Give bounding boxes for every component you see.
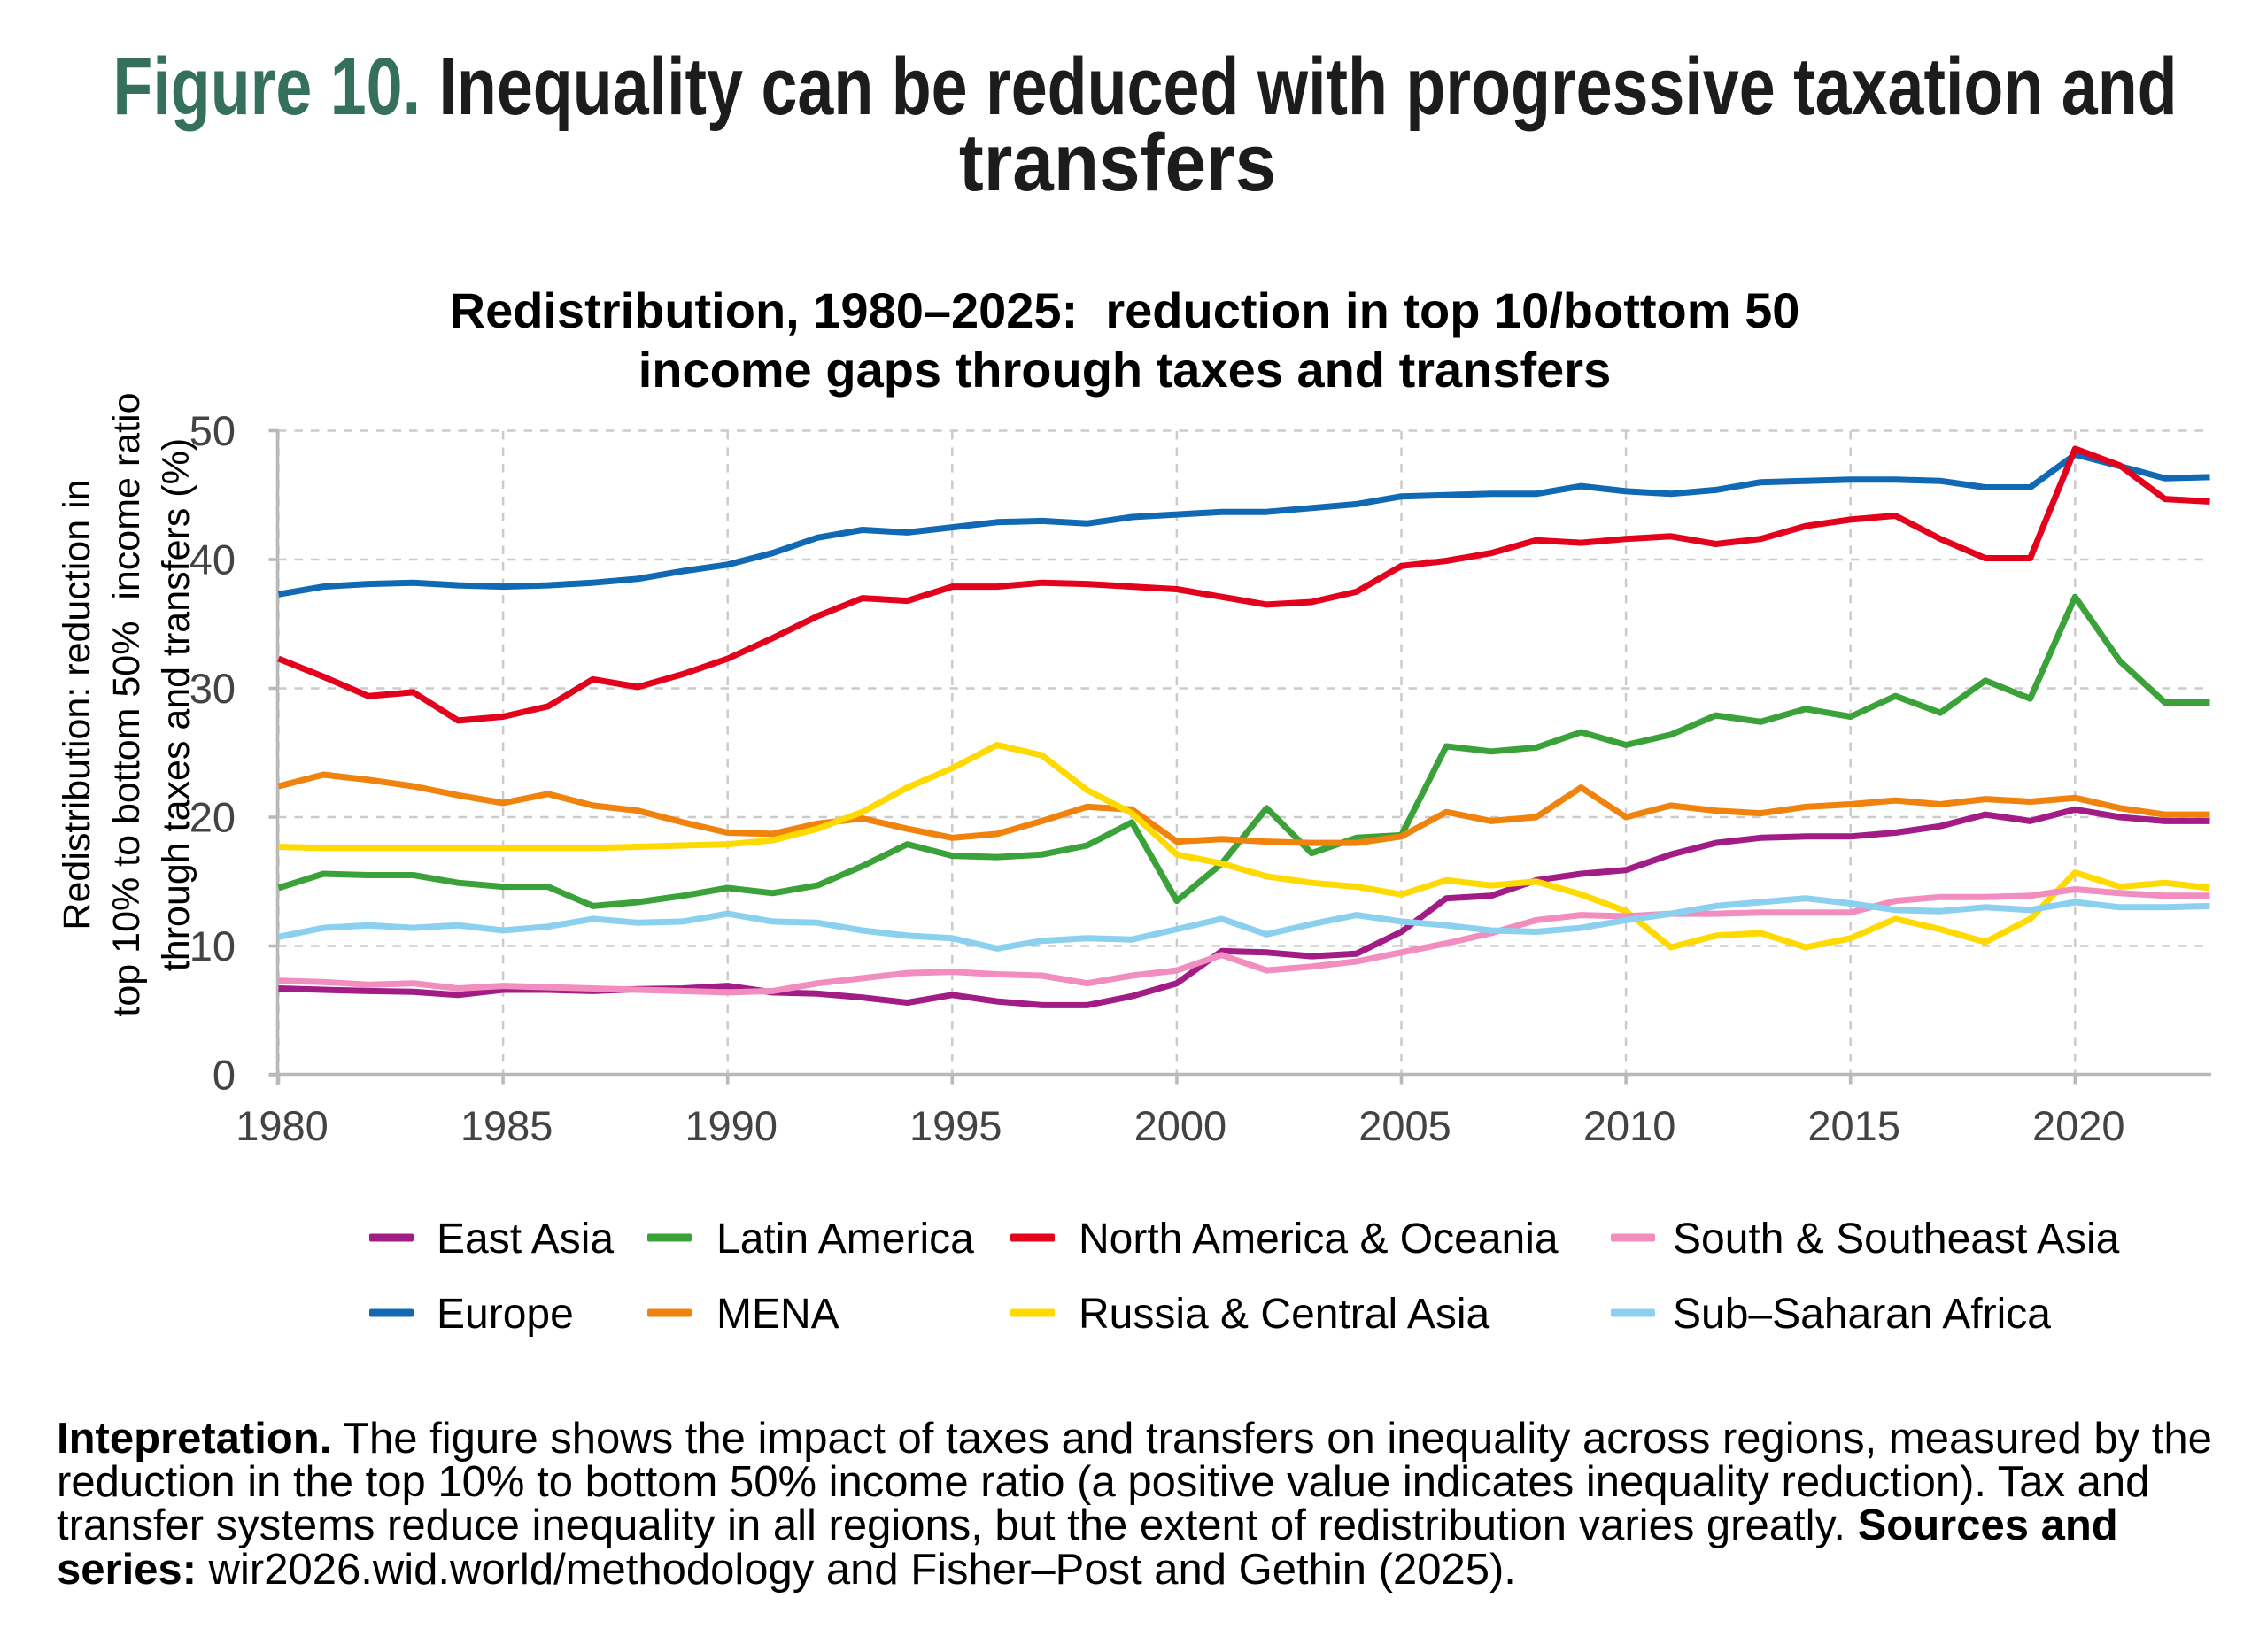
svg-text:2015: 2015 [1807,1102,1900,1149]
svg-text:2005: 2005 [1358,1102,1451,1149]
svg-text:2020: 2020 [2032,1102,2125,1149]
svg-text:East Asia: East Asia [437,1216,614,1262]
svg-text:0: 0 [213,1052,236,1099]
svg-text:1995: 1995 [909,1102,1002,1149]
svg-text:1990: 1990 [685,1102,778,1149]
svg-text:40: 40 [190,537,236,583]
svg-text:20: 20 [190,794,236,841]
svg-text:Russia & Central Asia: Russia & Central Asia [1079,1291,1490,1338]
svg-text:30: 30 [190,665,236,712]
svg-text:2000: 2000 [1134,1102,1227,1149]
svg-text:2010: 2010 [1583,1102,1676,1149]
svg-text:Sub–Saharan Africa: Sub–Saharan Africa [1673,1291,2051,1338]
svg-text:10: 10 [190,922,236,969]
svg-text:MENA: MENA [716,1291,839,1338]
svg-text:Latin America: Latin America [716,1216,974,1262]
svg-text:1980: 1980 [236,1102,329,1149]
svg-text:Europe: Europe [437,1291,574,1338]
svg-text:South & Southeast Asia: South & Southeast Asia [1673,1216,2120,1262]
svg-text:North America & Oceania: North America & Oceania [1079,1216,1559,1262]
svg-text:1985: 1985 [460,1102,553,1149]
svg-text:50: 50 [190,407,236,454]
